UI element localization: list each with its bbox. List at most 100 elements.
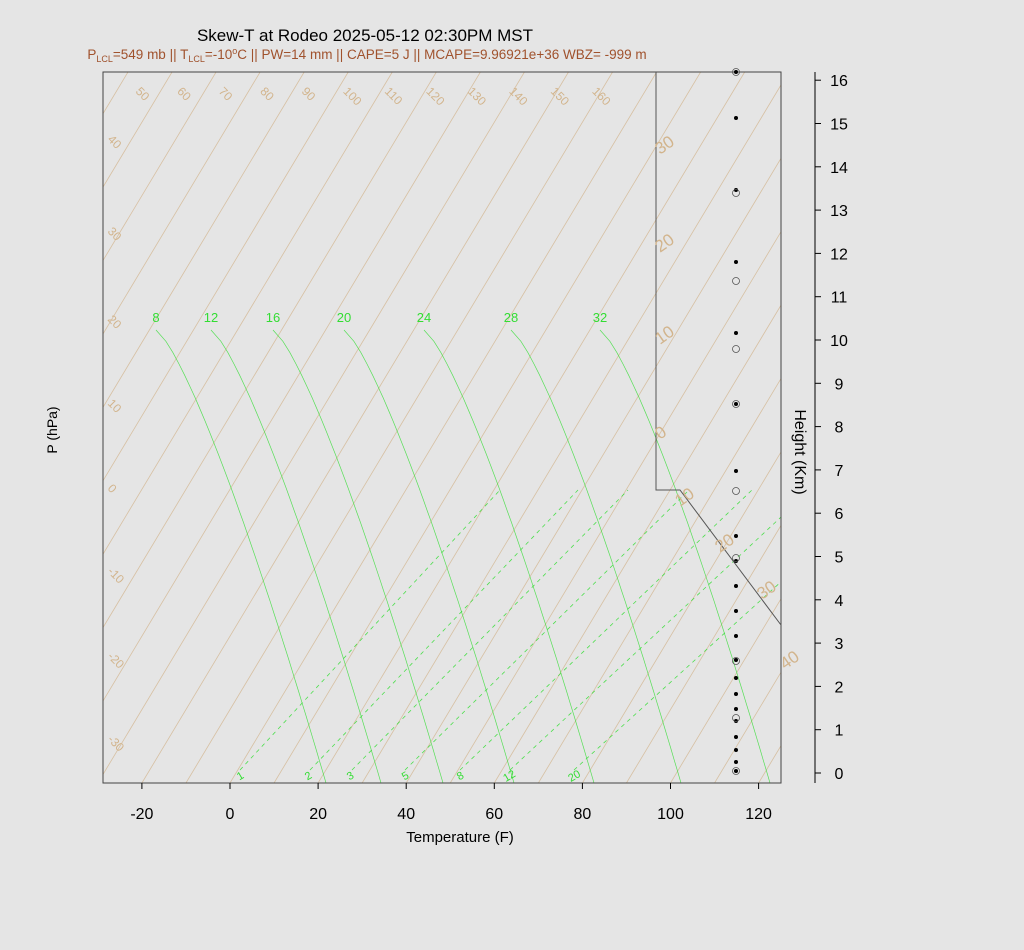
height-marker-ring (732, 487, 740, 495)
height-marker-ring (732, 345, 740, 353)
mixing-ratio-bottom-label: 2 (303, 770, 314, 783)
chart-subtitle: PLCL=549 mb || TLCL=-10oC || PW=14 mm ||… (87, 46, 646, 64)
height-tick-label: 13 (830, 203, 848, 220)
x-tick-label: 120 (745, 806, 772, 823)
isotherm-line (493, 304, 781, 783)
isotherm-right-label: 20 (651, 230, 677, 256)
height-marker-dot (734, 559, 738, 563)
isotherm-left-label: 20 (105, 312, 125, 332)
height-marker-dot (734, 748, 738, 752)
isotherm-line (103, 72, 525, 776)
height-marker-dot (734, 658, 738, 662)
height-marker-ring (732, 657, 740, 665)
height-marker-dot (734, 469, 738, 473)
mixing-ratio-bottom-label: 5 (400, 770, 411, 783)
height-marker-dot (734, 402, 738, 406)
x-tick-label: 100 (657, 806, 684, 823)
isotherm-line (935, 72, 1024, 783)
x-tick-label: 40 (397, 806, 415, 823)
height-marker-dot (734, 707, 738, 711)
height-marker-dot (734, 116, 738, 120)
height-marker-ring (732, 400, 740, 408)
height-marker-dot (734, 760, 738, 764)
isotherm-top-label: 90 (299, 84, 319, 104)
height-marker-dot (734, 735, 738, 739)
height-tick-label: 4 (835, 593, 844, 610)
height-marker-dot (734, 634, 738, 638)
isotherm-line (670, 598, 781, 783)
isotherm-left-label: -30 (105, 732, 127, 754)
isotherm-line (538, 377, 781, 783)
height-tick-label: 11 (831, 290, 848, 307)
frame-layer (102, 71, 782, 784)
isotherm-line (847, 72, 1024, 783)
height-marker-dot (734, 584, 738, 588)
isotherm-line (103, 72, 217, 262)
x-axis-title: Temperature (F) (406, 829, 514, 846)
isotherm-top-label: 80 (257, 84, 277, 104)
mixing-ratio-bottom-label: 20 (566, 768, 583, 785)
height-tick-label: 14 (830, 160, 848, 177)
isotherm-left-label: -10 (105, 564, 127, 586)
isotherm-top-label: 130 (465, 84, 489, 108)
moist-adiabat-line (599, 329, 771, 783)
mixing-ratio-line (573, 581, 781, 771)
height-marker-ring (732, 714, 740, 722)
height-axis-title: Height (Km) (791, 409, 808, 494)
isotherm-line (714, 671, 781, 783)
isotherm-line (185, 72, 613, 783)
height-tick-label: 2 (835, 679, 844, 696)
isotherm-line (317, 72, 746, 783)
isotherm-line (103, 72, 173, 188)
isotherm-line (626, 524, 781, 783)
isotherm-line (891, 72, 1024, 783)
height-tick-label: 9 (835, 376, 844, 393)
x-tick-label: -20 (130, 806, 153, 823)
height-marker-ring (732, 189, 740, 197)
moist-adiabat-line (423, 329, 595, 783)
isotherm-line (103, 72, 349, 482)
height-marker-ring (732, 68, 740, 76)
height-tick-label: 10 (830, 333, 848, 350)
mixing-ratio-top-label: 24 (417, 310, 431, 325)
height-marker-dot (734, 609, 738, 613)
isotherm-right-label: 30 (753, 577, 779, 603)
mixing-ratio-top-label: 8 (152, 310, 159, 325)
height-marker-ring (732, 554, 740, 562)
x-tick-label: 20 (309, 806, 327, 823)
mixing-ratio-line (459, 489, 753, 771)
isotherm-top-label: 50 (133, 84, 153, 104)
moist-adiabat-line (210, 329, 382, 783)
isotherm-line (0, 72, 84, 783)
x-tick-label: 60 (485, 806, 503, 823)
height-tick-label: 3 (835, 636, 844, 653)
isotherm-top-label: 60 (174, 84, 194, 104)
height-marker-dot (734, 719, 738, 723)
moist-adiabat-line (272, 329, 444, 783)
height-marker-dot (734, 260, 738, 264)
height-marker-dot (734, 70, 738, 74)
height-marker-dot (734, 676, 738, 680)
height-tick-label: 5 (835, 550, 844, 567)
isotherm-top-label: 70 (216, 84, 236, 104)
moist-adiabat-line (343, 329, 515, 783)
moist-adiabat-line (155, 329, 327, 783)
mixing-ratio-line (351, 489, 629, 771)
isotherm-line (103, 72, 261, 335)
height-marker-dot (734, 534, 738, 538)
height-marker-dot (734, 769, 738, 773)
isotherm-left-label: -20 (105, 649, 127, 671)
mixing-ratio-bottom-label: 12 (501, 768, 518, 785)
mixing-ratio-top-label: 28 (504, 310, 518, 325)
mixing-ratio-top-label: 20 (337, 310, 351, 325)
mixing-ratio-line (309, 489, 579, 771)
mixing-ratio-bottom-label: 3 (345, 770, 356, 783)
isotherm-line (449, 230, 781, 783)
isotherm-left-label: 30 (105, 224, 125, 244)
x-tick-label: 0 (226, 806, 235, 823)
isotherm-top-label: 100 (340, 84, 364, 108)
isotherm-right-label: 40 (776, 647, 802, 673)
inset-boundary (655, 72, 782, 626)
